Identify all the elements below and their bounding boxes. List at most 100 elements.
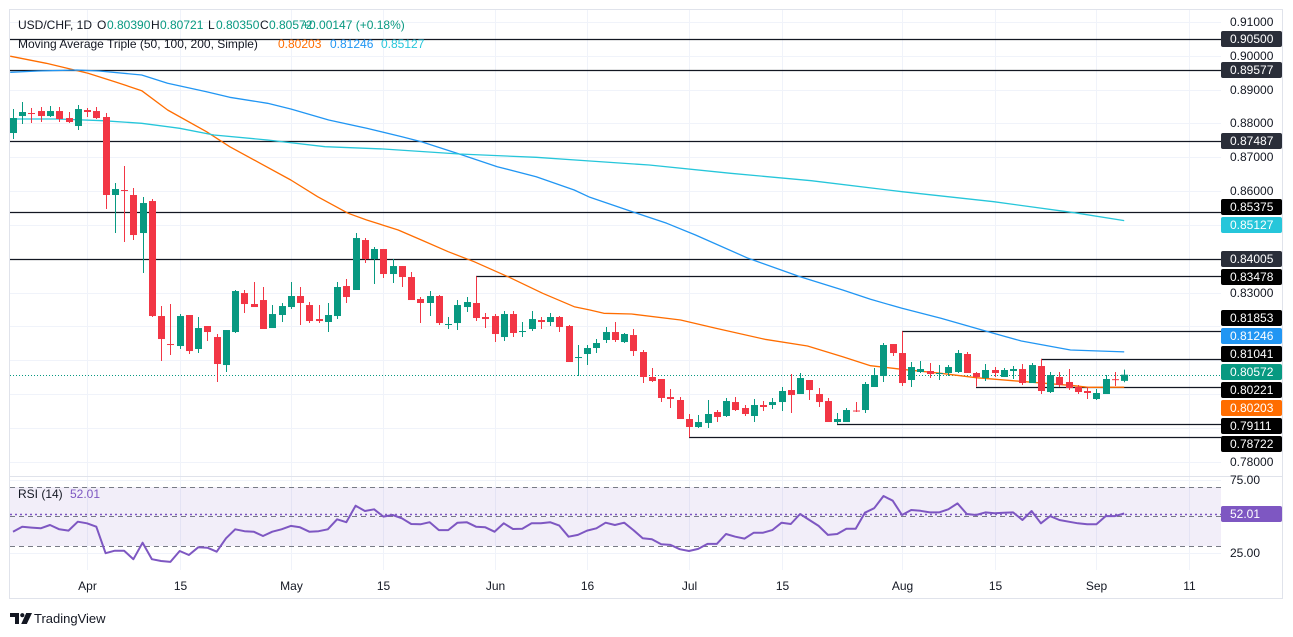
candle-body <box>1093 393 1100 400</box>
candle-body <box>223 330 230 366</box>
price-axis-label: 0.80572 <box>1221 364 1282 381</box>
candle-body <box>501 314 508 338</box>
candlesticks <box>10 102 1128 438</box>
candle-body <box>556 317 563 328</box>
candle-body <box>538 320 545 323</box>
candle-body <box>779 391 786 403</box>
ma200-value: 0.85127 <box>381 37 425 51</box>
candle-body <box>1112 379 1119 381</box>
low-value: 0.80350 <box>216 18 260 32</box>
candle-body <box>103 117 110 196</box>
time-tick-label: 15 <box>775 579 790 593</box>
ma-100-line[interactable] <box>10 69 1125 353</box>
price-axis-label: 0.80203 <box>1221 400 1282 417</box>
candle-body <box>547 317 554 323</box>
candle-body <box>464 302 471 308</box>
candle-body <box>436 295 443 324</box>
candle-body <box>945 367 952 374</box>
price-tick-label: 0.90000 <box>1230 48 1274 63</box>
candle-body <box>10 118 17 134</box>
price-axis-label: 0.90500 <box>1221 30 1282 47</box>
rsi-band <box>10 487 1221 547</box>
time-tick-label: Sep <box>1085 579 1108 593</box>
ma-200-line[interactable] <box>10 118 1125 222</box>
price-axis-label: 0.84005 <box>1221 250 1282 267</box>
time-tick-label: Aug <box>891 579 914 593</box>
price-axis-label: 0.87487 <box>1221 132 1282 149</box>
candle-body <box>417 299 424 304</box>
rsi-line[interactable] <box>12 495 1125 563</box>
tradingview-logo-icon <box>10 613 32 624</box>
candle-body <box>390 266 397 275</box>
candle-body <box>519 331 526 333</box>
ma50-value: 0.80203 <box>278 37 322 51</box>
candle-body <box>121 190 128 192</box>
candle-body <box>1056 377 1063 386</box>
candle-body <box>834 419 841 423</box>
rsi-tick-label: 75.00 <box>1230 472 1261 487</box>
price-tick-label: 0.78000 <box>1230 454 1274 469</box>
candle-body <box>408 277 415 301</box>
candle-body <box>454 305 461 324</box>
candle-body <box>279 306 286 316</box>
candle-body <box>186 315 193 352</box>
price-axis-label: 0.81853 <box>1221 310 1282 327</box>
ma-indicator-name[interactable]: Moving Average Triple (50, 100, 200, Sim… <box>18 37 258 51</box>
candle-body <box>251 304 258 308</box>
candle-body <box>575 357 582 359</box>
close-value: 0.80572 <box>269 18 313 32</box>
high-label: H <box>151 18 160 32</box>
candle-body <box>1121 374 1128 381</box>
price-tick-label: 0.83000 <box>1230 285 1274 300</box>
candle-body <box>149 201 156 317</box>
close-label: C <box>260 18 269 32</box>
candle-body <box>492 316 499 335</box>
price-axis-label: 0.79111 <box>1221 418 1282 435</box>
candle-body <box>769 402 776 406</box>
price-axis-label: 0.83478 <box>1221 268 1282 285</box>
candle-body <box>964 354 971 374</box>
time-tick-label: 15 <box>173 579 188 593</box>
symbol-title[interactable]: USD/CHF, 1D <box>18 18 93 32</box>
change-value: +0.00147 (+0.18%) <box>302 18 405 32</box>
candle-body <box>843 410 850 423</box>
candle-body <box>695 422 702 428</box>
time-tick-label: 15 <box>988 579 1003 593</box>
candle-body <box>760 405 767 408</box>
candle-body <box>130 195 137 236</box>
candle-body <box>195 328 202 349</box>
candle-body <box>955 353 962 372</box>
time-tick-label: Jun <box>485 579 506 593</box>
candle-body <box>603 332 610 341</box>
candle-body <box>84 110 91 113</box>
candle-body <box>473 303 480 319</box>
candle-body <box>1103 378 1110 395</box>
candle-body <box>982 370 989 379</box>
candle-body <box>667 397 674 400</box>
tradingview-brand: TradingView <box>34 611 106 626</box>
candle-body <box>584 348 591 355</box>
candle-body <box>1001 370 1008 378</box>
candle-body <box>316 319 323 322</box>
rsi-value-label: 52.01 <box>1221 505 1282 522</box>
candle-body <box>427 295 434 304</box>
candle-body <box>343 286 350 298</box>
candle-body <box>232 291 239 333</box>
candle-body <box>714 412 721 418</box>
candle-body <box>658 378 665 399</box>
time-tick-label: Jul <box>681 579 698 593</box>
candle-body <box>973 373 980 378</box>
candle-body <box>353 238 360 291</box>
price-tick-label: 0.88000 <box>1230 116 1274 131</box>
candle-body <box>93 111 100 119</box>
price-tick-label: 0.87000 <box>1230 150 1274 165</box>
candle-body <box>890 344 897 354</box>
candle-body <box>510 314 517 334</box>
rsi-indicator-name[interactable]: RSI (14) <box>18 487 63 501</box>
candle-body <box>751 405 758 416</box>
ma100-value: 0.81246 <box>330 37 374 51</box>
candle-body <box>140 203 147 234</box>
candle-body <box>241 293 248 305</box>
candle-body <box>158 316 165 340</box>
